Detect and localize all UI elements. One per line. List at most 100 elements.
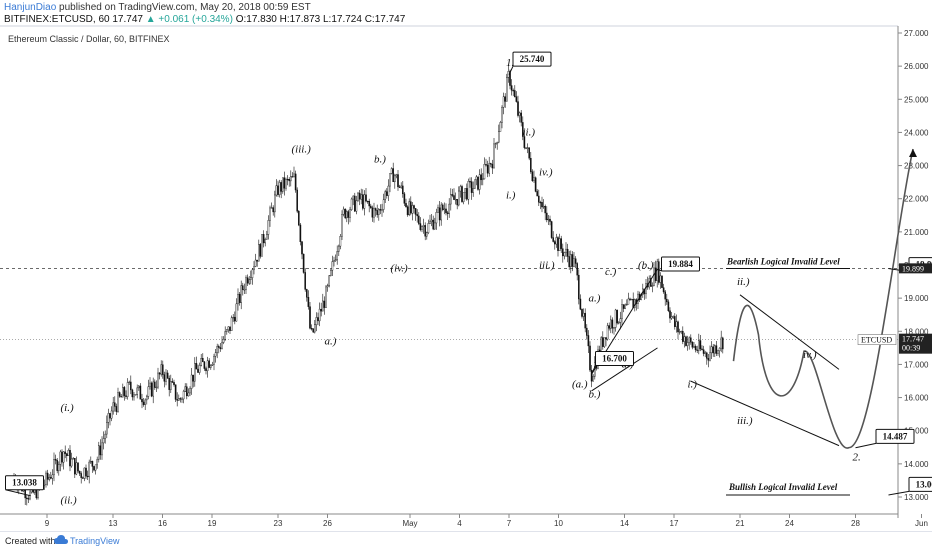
tradingview-link[interactable]: TradingView: [70, 536, 120, 546]
candle-body: [152, 381, 155, 397]
candle-body: [434, 222, 436, 230]
candle-body: [157, 372, 159, 388]
candle-body: [129, 381, 132, 391]
author-link[interactable]: HanjunDiao: [4, 2, 57, 13]
candle-body: [494, 143, 497, 145]
price-box-pointer: [591, 365, 596, 375]
candle-body: [565, 248, 567, 253]
candle-body: [675, 321, 678, 327]
candle-body: [184, 386, 187, 392]
candle-body: [488, 163, 491, 174]
candle-body: [406, 206, 409, 216]
candle-body: [538, 195, 540, 203]
candle-body: [547, 218, 550, 221]
price-chart[interactable]: 27.000 26.000 25.000 24.000 23.000 22.000 21.0…: [0, 0, 932, 531]
candle-body: [94, 464, 97, 471]
candle-body: [256, 259, 259, 262]
candle-body: [80, 473, 82, 478]
candle-body: [438, 207, 441, 221]
candle-body: [630, 298, 633, 301]
candle-body: [266, 234, 268, 240]
candle-body: [722, 337, 724, 350]
candle-body: [390, 168, 393, 174]
candle-body: [221, 342, 223, 349]
price-box-value: 13.038: [12, 478, 37, 488]
candle-body: [86, 475, 89, 478]
candle-body: [65, 453, 68, 457]
candle-body: [368, 201, 371, 207]
candle-body: [662, 287, 665, 293]
y-tick-label: 17.000: [904, 360, 929, 369]
candle-body: [544, 205, 546, 214]
candle-body: [699, 340, 702, 350]
candle-body: [99, 445, 102, 456]
candle-body: [216, 346, 219, 353]
tradingview-cloud-icon: [54, 535, 68, 544]
candle-body: [459, 186, 462, 192]
candle-body: [429, 221, 431, 224]
candle-body: [272, 207, 275, 213]
x-tick-label: Jun: [915, 519, 928, 528]
candle-body: [258, 244, 260, 262]
candle-body: [402, 185, 404, 195]
candle-body: [320, 308, 323, 312]
candle-body: [610, 319, 612, 329]
candle-body: [26, 497, 28, 499]
candle-body: [389, 173, 391, 187]
candle-body: [440, 204, 443, 221]
candle-body: [613, 327, 615, 329]
candle-body: [480, 174, 483, 181]
candle-body: [707, 358, 710, 361]
price-box: [875, 428, 915, 444]
wave-label: (iv.): [391, 263, 409, 275]
candle-body: [560, 238, 562, 249]
candle-body: [286, 179, 289, 181]
candle-body: [330, 269, 332, 276]
candle-body: [355, 200, 358, 212]
candle-body: [67, 450, 70, 457]
candle-body: [664, 291, 666, 300]
candle-body: [150, 382, 153, 397]
price-flag-bearish: [899, 263, 932, 274]
candle-body: [61, 451, 63, 463]
candle-body: [278, 182, 281, 195]
candle-body: [237, 293, 239, 305]
x-tick-label: 24: [785, 519, 794, 528]
candle-body: [453, 195, 455, 200]
candle-body: [253, 266, 255, 271]
candle-body: [374, 208, 377, 211]
x-tick-label: 9: [45, 519, 50, 528]
candle-body: [720, 337, 722, 349]
candle-body: [62, 451, 65, 463]
candle-body: [517, 101, 519, 116]
y-tick-label: 26.000: [904, 62, 929, 71]
candle-body: [304, 272, 307, 290]
candle-body: [88, 461, 90, 477]
candle-body: [181, 398, 183, 400]
candle-body: [582, 312, 585, 317]
candle-body: [579, 298, 582, 310]
candle-body: [528, 147, 530, 159]
candle-body: [241, 285, 244, 290]
candle-body: [419, 223, 422, 230]
candle-body: [501, 107, 503, 123]
candle-body: [550, 221, 553, 238]
candle-body: [568, 256, 570, 268]
candle-body: [189, 388, 191, 394]
candle-body: [290, 176, 292, 182]
candle-body: [683, 336, 686, 342]
y-tick-label: 13.000: [904, 493, 929, 502]
candle-body: [558, 238, 561, 251]
candle-body: [490, 163, 492, 165]
candle-body: [654, 267, 657, 281]
candle-body: [115, 406, 118, 412]
candle-body: [27, 498, 30, 500]
candle-body: [678, 331, 681, 333]
candle-body: [81, 477, 84, 479]
price-flag-last: [899, 333, 932, 354]
candle-body: [97, 445, 100, 460]
x-tick-label: 23: [274, 519, 283, 528]
trend-line: [739, 294, 840, 370]
candle-body: [674, 316, 676, 327]
candle-body: [142, 401, 145, 405]
